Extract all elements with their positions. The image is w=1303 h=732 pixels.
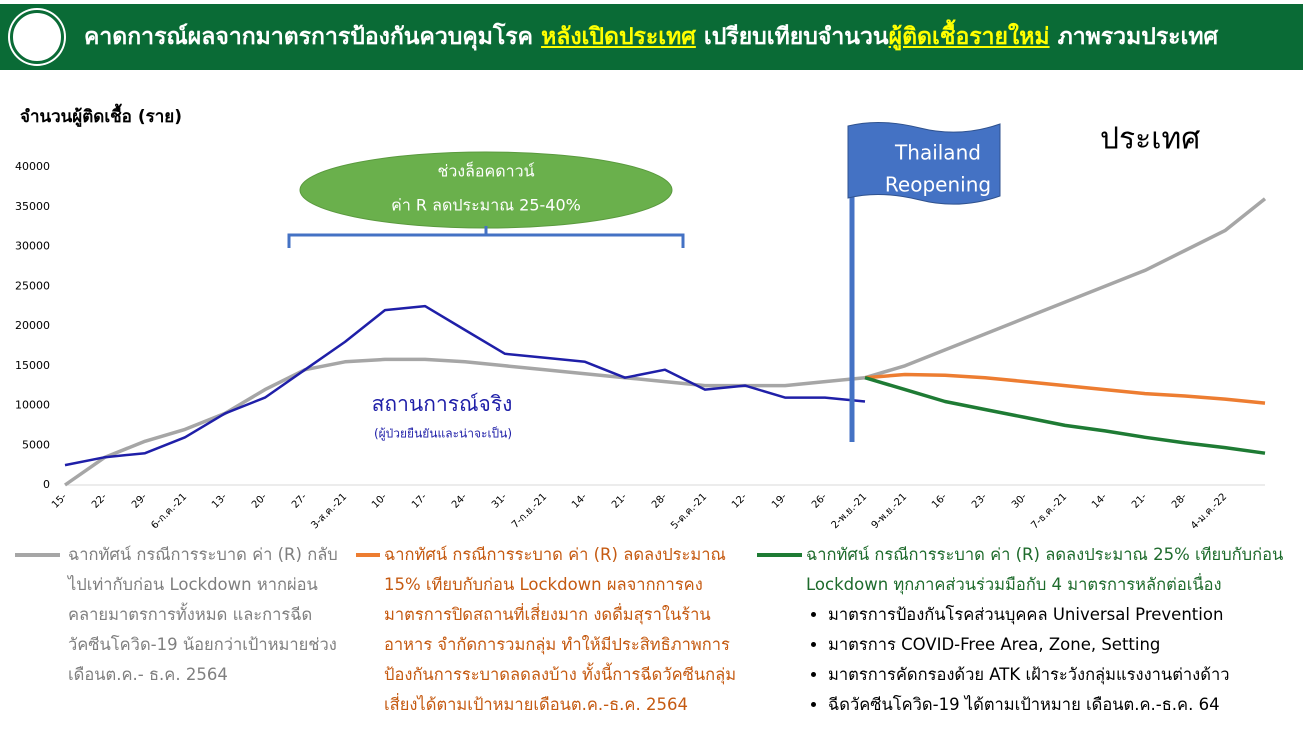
y-tick-label: 5000 (22, 438, 50, 451)
y-axis-label: จำนวนผู้ติดเชื้อ (ราย) (20, 103, 182, 128)
x-tick-label: 13- (210, 491, 230, 511)
x-tick-label: 21- (1130, 491, 1150, 511)
bullet: ฉีดวัคซีนโควิด-19 ได้ตามเป้าหมาย เดือนต.… (828, 690, 1296, 720)
x-tick-label: 10- (370, 491, 390, 511)
title-part: เปรียบเทียบจำนวน (703, 24, 889, 50)
x-tick-label: 16- (930, 491, 950, 511)
x-tick-label: 31- (490, 491, 510, 511)
x-tick-label: 12- (730, 491, 750, 511)
reopening-flag (847, 121, 1001, 205)
series-line (864, 372, 1266, 405)
x-tick-label: 2-พ.ย.-21 (830, 491, 870, 531)
y-tick-label: 20000 (15, 319, 50, 332)
x-tick-label: 15- (50, 491, 70, 511)
y-tick-label: 0 (43, 478, 50, 491)
x-tick-label: 5-ต.ค.-21 (669, 491, 709, 531)
y-tick-label: 15000 (15, 359, 50, 372)
x-tick-label: 22- (90, 491, 110, 511)
y-tick-label: 10000 (15, 399, 50, 412)
title-part: ภาพรวมประเทศ (1057, 24, 1219, 50)
x-tick-label: 24- (450, 491, 470, 511)
title-part: หลังเปิดประเทศ (541, 24, 696, 50)
header: คาดการณ์ผลจากมาตรการป้องกันควบคุมโรค หลั… (0, 4, 1303, 70)
x-tick-label: 26- (810, 491, 830, 511)
x-tick-label: 14- (1090, 491, 1110, 511)
x-tick-label: 29- (130, 491, 150, 511)
x-tick-label: 17- (410, 491, 430, 511)
x-tick-label: 19- (770, 491, 790, 511)
y-tick-label: 35000 (15, 200, 50, 213)
x-tick-label: 27- (290, 491, 310, 511)
x-tick-label: 7-ก.ย.-21 (510, 491, 549, 530)
actual-label: สถานการณ์จริง (372, 392, 513, 416)
lockdown-label: ช่วงล็อคดาวน์ (437, 161, 534, 181)
x-tick-label: 30- (1010, 491, 1030, 511)
x-tick-label: 4-ม.ค.-22 (1189, 491, 1229, 531)
x-tick-label: 20- (250, 491, 270, 511)
legend-text: ฉากทัศน์ กรณีการระบาด ค่า (R) ลดลงประมาณ… (806, 545, 1284, 594)
series-line (64, 304, 866, 467)
x-tick-label: 28- (1170, 491, 1190, 511)
x-tick-label: 3-ส.ค.-21 (309, 491, 349, 531)
legend-block: ฉากทัศน์ กรณีการระบาด ค่า (R) ลดลงประมาณ… (806, 540, 1296, 720)
x-tick-label: 14- (570, 491, 590, 511)
bullet: มาตรการป้องกันโรคส่วนบุคคล Universal Pre… (828, 600, 1296, 630)
legend-bullets: มาตรการป้องกันโรคส่วนบุคคล Universal Pre… (806, 600, 1296, 720)
y-tick-label: 25000 (15, 279, 50, 292)
series-line (864, 376, 1266, 455)
logo (10, 10, 64, 64)
actual-note: (ผู้ป่วยยืนยันและน่าจะเป็น) (374, 426, 512, 442)
legend-text: ฉากทัศน์ กรณีการระบาด ค่า (R) กลับไปเท่า… (68, 545, 338, 684)
x-tick-label: 28- (650, 491, 670, 511)
title-part: ผู้ติดเชื้อรายใหม่ (888, 24, 1050, 50)
lockdown-bracket (287, 226, 685, 248)
y-tick-label: 40000 (15, 160, 50, 173)
reopening-label: Reopening (885, 173, 991, 197)
y-tick-label: 30000 (15, 240, 50, 253)
reopening-label: Thailand (894, 141, 981, 165)
x-tick-label: 9-พ.ย.-21 (870, 491, 910, 531)
bullet: มาตรการคัดกรองด้วย ATK เฝ้าระวังกลุ่มแรง… (828, 660, 1296, 690)
x-tick-label: 7-ธ.ค.-21 (1029, 491, 1069, 531)
x-tick-label: 6-ก.ค.-21 (149, 491, 189, 531)
plot: 0 5000 10000 15000 20000 25000 30000 35000 40000… (15, 160, 1267, 532)
title-part: คาดการณ์ผลจากมาตรการป้องกันควบคุมโรค (84, 24, 534, 50)
x-tick-label: 23- (970, 491, 990, 511)
series-line (64, 197, 1267, 487)
legend-text: ฉากทัศน์ กรณีการระบาด ค่า (R) ลดลงประมาณ… (384, 545, 737, 714)
x-tick-label: 21- (610, 491, 630, 511)
region-label: ประเทศ (1100, 122, 1200, 157)
bullet: มาตรการ COVID-Free Area, Zone, Setting (828, 630, 1296, 660)
lockdown-label: ค่า R ลดประมาณ 25-40% (391, 196, 581, 215)
